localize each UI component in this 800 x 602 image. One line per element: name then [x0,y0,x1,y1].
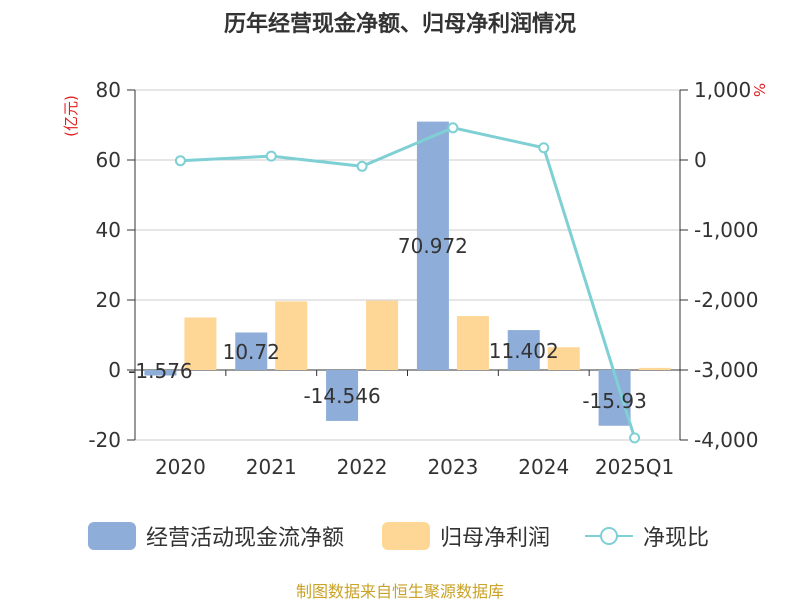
left-tick-label: 40 [96,218,121,242]
right-tick-label: -1,000 [694,218,758,242]
legend-label-cash-ratio: 净现比 [643,526,710,551]
chart-canvas: 80 60 40 20 0 -20 1,000 0 -1,000 -2,000 -3,000 -4,0… [62,78,768,479]
right-tick-label: 1,000 [694,78,751,102]
bar-net-profit [547,347,580,370]
bar-net-profit [275,301,308,370]
legend-item-cash-ratio[interactable]: 净现比 [585,518,709,554]
bar-net-profit [638,367,671,370]
legend-label-cashflow: 经营活动现金流净额 [146,526,345,551]
right-tick-label: 0 [694,148,707,172]
data-label-cashflow: 10.72 [223,340,280,364]
right-axis-unit: % [750,83,768,97]
bar-cashflow [507,330,540,370]
bar-net-profit [184,317,217,370]
left-tick-label: 80 [96,78,121,102]
point-cash-ratio [629,432,641,444]
x-tick-label: 2024 [518,455,569,479]
bar-cashflow [144,370,177,376]
left-tick-label: 60 [96,148,121,172]
legend: 经营活动现金流净额 归母净利润 净现比 [0,518,800,554]
legend-item-net-profit[interactable]: 归母净利润 [382,518,550,554]
bar-cashflow [416,121,449,371]
x-tick-label: 2022 [337,455,388,479]
data-label-cashflow: 11.402 [489,339,559,363]
x-tick-label: 2023 [427,455,478,479]
bar-cashflow [326,370,359,421]
bar-net-profit [456,316,489,370]
right-tick-label: -2,000 [694,288,758,312]
point-cash-ratio [174,155,186,167]
source-note: 制图数据来自恒生聚源数据库 [295,582,504,601]
legend-label-net-profit: 归母净利润 [440,526,551,551]
x-tick-label: 2025Q1 [595,455,674,479]
data-label-cashflow: -1.576 [128,359,192,383]
x-tick-label: 2020 [155,455,206,479]
right-tick-label: -4,000 [694,428,758,452]
x-tick-label: 2021 [246,455,297,479]
data-label-cashflow: 70.972 [398,234,468,258]
left-tick-label: 0 [108,358,121,382]
line-cash-ratio [180,126,637,439]
left-tick-label: -20 [88,428,121,452]
right-tick-label: -3,000 [694,358,758,382]
legend-swatch-net-profit [382,522,430,550]
legend-swatch-cashflow [88,522,136,550]
point-cash-ratio [447,122,459,134]
left-tick-label: 20 [96,288,121,312]
data-label-cashflow: -15.93 [582,389,646,413]
legend-item-cashflow[interactable]: 经营活动现金流净额 [88,518,344,554]
point-cash-ratio [538,142,550,154]
point-cash-ratio [356,160,368,172]
left-axis-unit: (亿元) [62,95,80,137]
data-label-cashflow: -14.546 [303,384,380,408]
legend-swatch-cash-ratio [585,522,633,550]
bar-cashflow [598,370,631,426]
point-cash-ratio [265,150,277,162]
bar-cashflow [235,332,268,370]
bar-net-profit [366,300,399,370]
chart-title: 历年经营现金净额、归母净利润情况 [223,12,576,37]
